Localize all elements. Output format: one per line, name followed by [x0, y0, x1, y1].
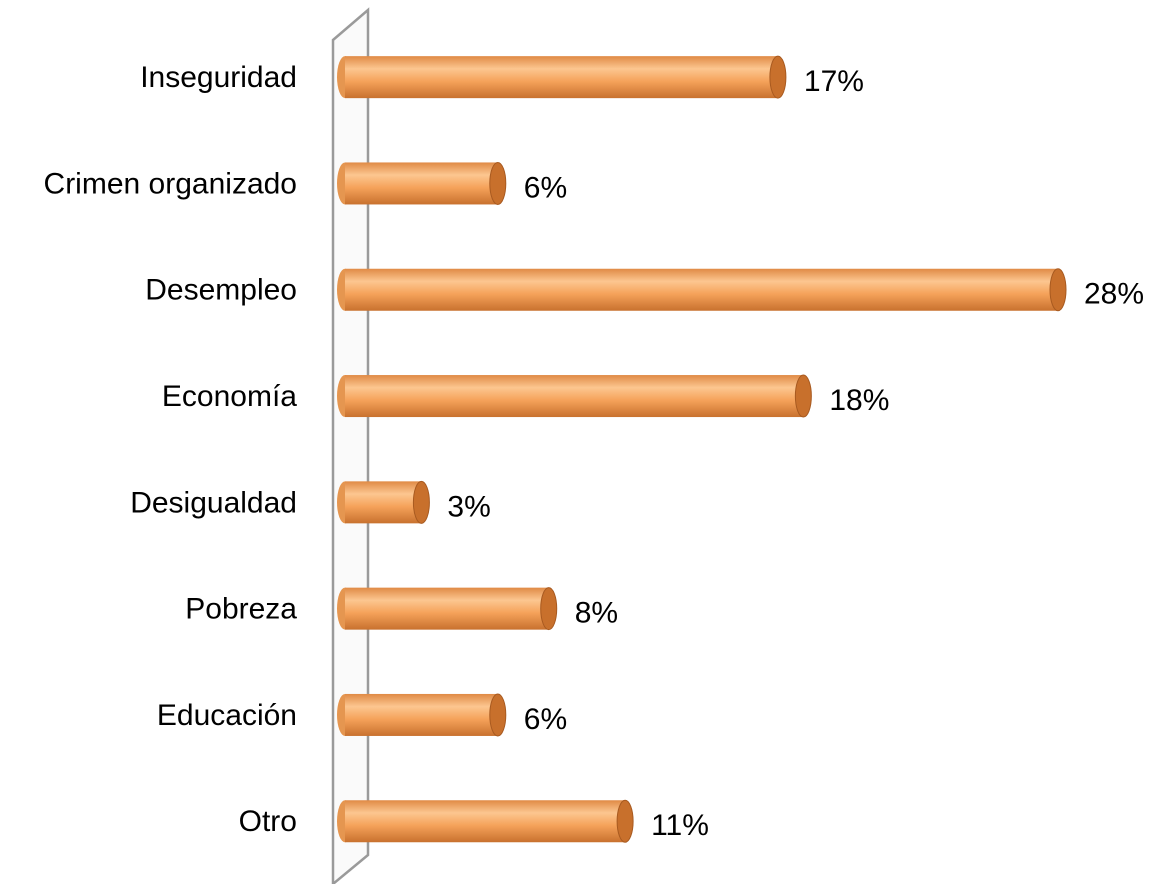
data-label: 28% [1084, 278, 1144, 311]
data-label: 3% [447, 490, 490, 523]
data-label: 8% [575, 597, 618, 630]
data-label: 6% [524, 171, 567, 204]
y-tick-label: Desempleo [145, 274, 297, 307]
bar-cap [489, 693, 507, 737]
bar [345, 162, 498, 205]
bar [345, 375, 804, 418]
bar [345, 481, 422, 524]
y-tick-label: Crimen organizado [44, 167, 297, 200]
axis-wall [331, 7, 370, 884]
data-label: 18% [829, 384, 889, 417]
bar-cap [540, 587, 558, 631]
y-tick-label: Inseguridad [140, 61, 297, 94]
data-label: 6% [524, 703, 567, 736]
bar [345, 693, 498, 736]
y-tick-label: Pobreza [185, 593, 297, 626]
bar [345, 800, 626, 843]
bar [345, 587, 549, 630]
bar-cap [769, 55, 787, 99]
bar-cap [794, 374, 812, 418]
y-tick-label: Educación [157, 699, 297, 732]
y-tick-label: Desigualdad [130, 486, 297, 519]
bar-cap [489, 161, 507, 205]
bar [345, 56, 778, 99]
bar-cap [1049, 268, 1067, 312]
bar-cap [616, 799, 634, 843]
data-label: 17% [804, 65, 864, 98]
data-label: 11% [651, 809, 709, 842]
bar [345, 268, 1058, 311]
y-tick-label: Otro [239, 805, 297, 838]
y-tick-label: Economía [162, 380, 297, 413]
bar-cap [412, 480, 430, 524]
